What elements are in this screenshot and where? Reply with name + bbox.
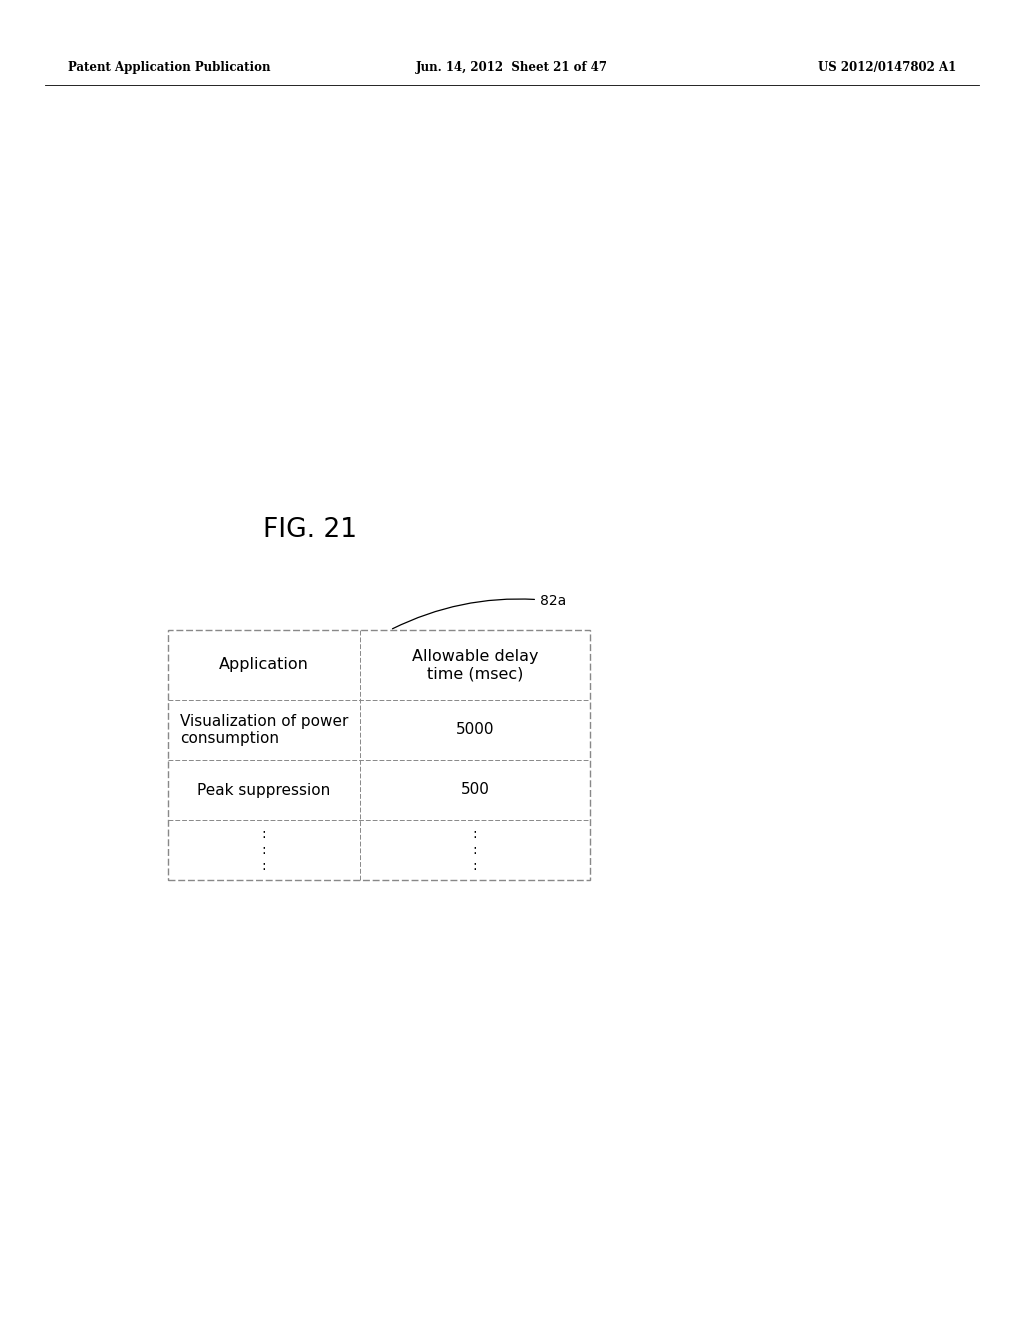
Text: :
:
:: : : : (473, 826, 477, 874)
Text: Allowable delay
time (msec): Allowable delay time (msec) (412, 649, 539, 681)
Text: 82a: 82a (392, 594, 566, 628)
Text: Peak suppression: Peak suppression (198, 783, 331, 797)
Text: FIG. 21: FIG. 21 (263, 517, 357, 543)
Text: Application: Application (219, 657, 309, 672)
Text: 5000: 5000 (456, 722, 495, 738)
Text: 500: 500 (461, 783, 489, 797)
Text: Patent Application Publication: Patent Application Publication (68, 62, 270, 74)
Text: Visualization of power
consumption: Visualization of power consumption (180, 714, 348, 746)
Text: Jun. 14, 2012  Sheet 21 of 47: Jun. 14, 2012 Sheet 21 of 47 (416, 62, 608, 74)
Bar (168, 630, 590, 880)
Text: US 2012/0147802 A1: US 2012/0147802 A1 (818, 62, 956, 74)
Text: :
:
:: : : : (262, 826, 266, 874)
